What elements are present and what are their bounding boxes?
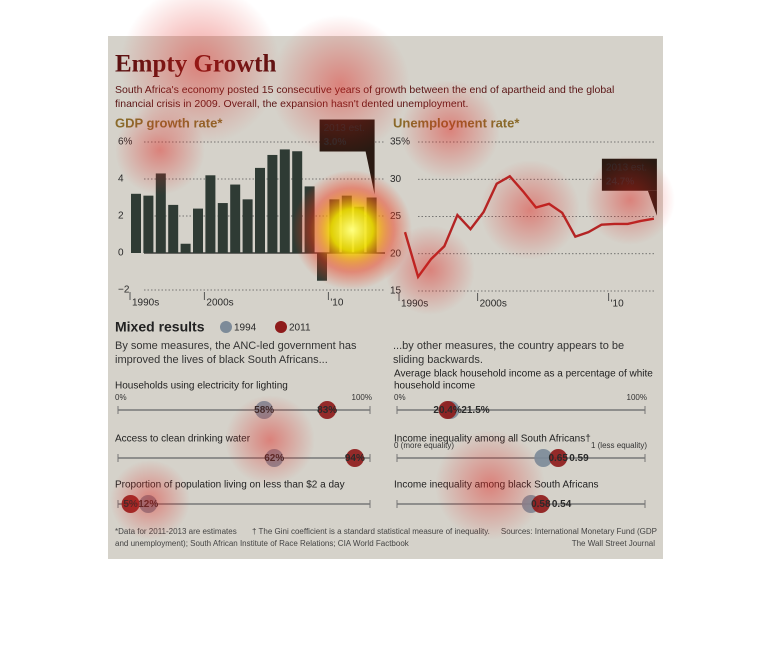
sources: Sources: International Monetary Fund (GD… (501, 527, 657, 536)
bar (267, 154, 278, 253)
subtitle: South Africa's economy posted 15 consecu… (115, 84, 614, 96)
x-tick-label: 100% (352, 393, 372, 402)
dot-chart-title: Households using electricity for lightin… (115, 381, 288, 392)
y-tick-label: 0 (118, 248, 124, 259)
sources: and unemployment); South African Institu… (115, 539, 410, 548)
y-tick-label: −2 (118, 285, 130, 296)
bar (304, 186, 315, 253)
bar (155, 173, 166, 253)
value-label: 94% (345, 453, 365, 464)
legend-label: 2011 (289, 323, 311, 334)
y-tick-label: 2 (118, 211, 124, 222)
x-tick-label: 100% (627, 393, 647, 402)
value-label: 62% (264, 453, 284, 464)
bar (292, 151, 303, 253)
annotation-text: 24.7% (606, 176, 634, 187)
x-tick-label: 1990s (132, 298, 159, 309)
bar (143, 195, 154, 253)
intro-text: ...by other measures, the country appear… (393, 340, 624, 352)
dot (318, 401, 337, 419)
dot-chart-title: Access to clean drinking water (115, 434, 251, 445)
dot (345, 449, 364, 467)
y-tick-label: 20 (390, 248, 402, 259)
bar (279, 149, 290, 253)
intro-text: sliding backwards. (393, 354, 483, 366)
bar (168, 204, 179, 253)
x-tick-label: 0% (115, 393, 127, 402)
value-label: 0.65 (548, 453, 568, 464)
footnote: † The Gini coefficient is a standard sta… (252, 527, 490, 536)
value-label: 12% (138, 499, 158, 510)
y-tick-label: 25 (390, 211, 402, 222)
subtitle: financial crisis in 2009. Overall, the e… (115, 98, 468, 110)
intro-text: By some measures, the ANC-led government… (115, 340, 357, 352)
dot-chart-title: Average black household income as a perc… (394, 369, 653, 380)
chart-title: GDP growth rate* (115, 115, 223, 130)
bar (317, 253, 327, 281)
bar (217, 203, 228, 253)
value-label: 58% (254, 405, 274, 416)
y-tick-label: 30 (390, 174, 402, 185)
bar (205, 175, 216, 253)
value-label: 0.58 (531, 499, 551, 510)
credit: The Wall Street Journal (572, 539, 656, 548)
value-label: 0.54 (552, 499, 572, 510)
bar (366, 197, 377, 253)
annotation-text: 2013 est. (324, 123, 365, 134)
value-label: 83% (317, 405, 337, 416)
bar (180, 243, 191, 253)
bar (341, 195, 352, 253)
value-label: 21.5% (461, 405, 489, 416)
x-tick-label: 2000s (480, 299, 507, 310)
legend-swatch (275, 321, 287, 333)
x-tick-label: '10 (611, 299, 624, 310)
y-tick-label: 4 (118, 174, 124, 185)
dot-chart-title: Proportion of population living on less … (115, 480, 345, 491)
bar (230, 184, 241, 253)
annotation-text: 2013 est. (606, 162, 647, 173)
bar (193, 208, 203, 253)
y-tick-label: 35% (390, 137, 410, 148)
title: Empty Growth (115, 51, 276, 78)
bar (242, 199, 253, 253)
legend-swatch (220, 321, 232, 333)
value-label: 20.4% (433, 405, 461, 416)
bar (354, 206, 365, 253)
dot-chart-title: Income inequality among black South Afri… (394, 480, 599, 491)
x-tick-label: 0 (more equality) (394, 441, 454, 450)
legend-label: 1994 (234, 323, 257, 334)
bar (255, 167, 265, 253)
bar (131, 193, 141, 253)
value-label: 5% (123, 499, 138, 510)
y-tick-label: 15 (390, 286, 402, 297)
section-title: Mixed results (115, 319, 205, 335)
x-tick-label: 1990s (401, 299, 428, 310)
footnote: *Data for 2011-2013 are estimates (115, 527, 237, 536)
dot (438, 401, 457, 419)
chart-title: Unemployment rate* (393, 115, 520, 130)
x-tick-label: 1 (less equality) (591, 441, 647, 450)
x-tick-label: 0% (394, 393, 406, 402)
value-label: 0.59 (569, 453, 589, 464)
x-tick-label: 2000s (206, 298, 233, 309)
dot (549, 449, 568, 467)
annotation-text: 3.0% (324, 137, 347, 148)
bar (329, 199, 340, 253)
intro-text: improved the lives of black South Africa… (115, 354, 328, 366)
x-tick-label: '10 (330, 298, 343, 309)
y-tick-label: 6% (118, 137, 133, 148)
dot-chart-title: household income (394, 381, 476, 392)
